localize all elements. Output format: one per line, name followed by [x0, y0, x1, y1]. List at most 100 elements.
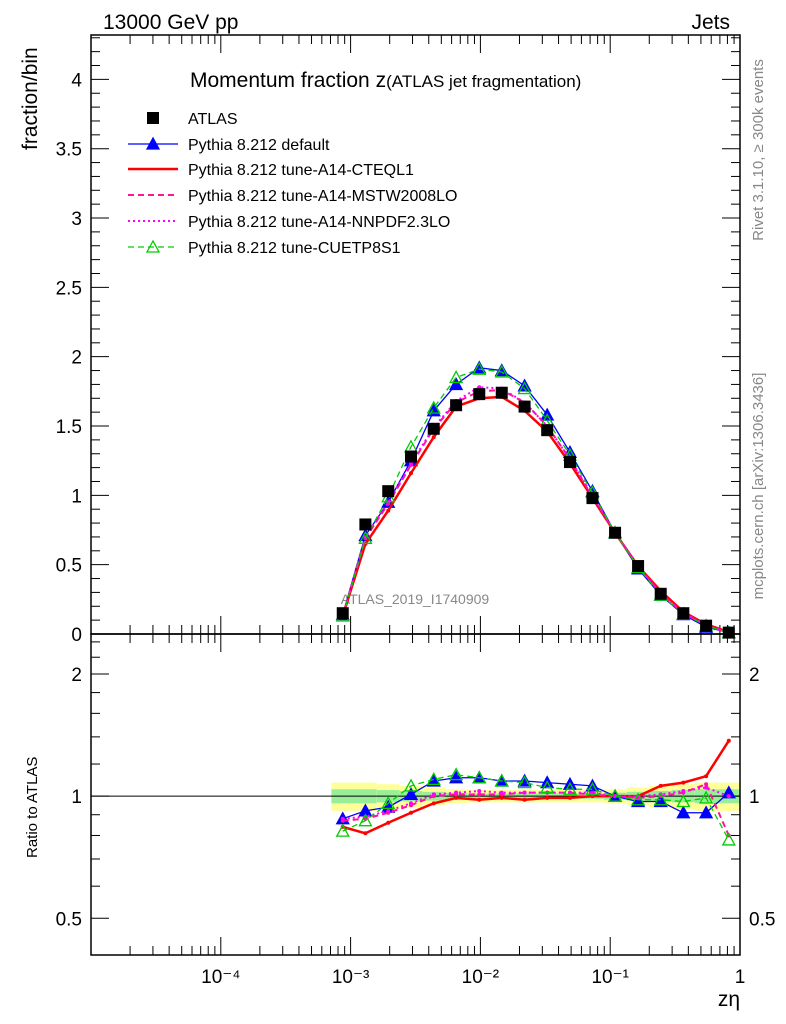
series-point-4	[494, 364, 509, 378]
x-tick-label: 10⁻²	[462, 967, 500, 988]
ratio-point-1	[658, 783, 663, 788]
ratio-point-0	[630, 794, 646, 808]
ratio-point-4	[403, 778, 419, 792]
x-axis-label: zη	[718, 988, 740, 1011]
ratio-point-4	[335, 823, 350, 837]
series-point-0	[494, 363, 509, 377]
y-axis-label: fraction/bin	[19, 47, 42, 150]
series-point-4	[358, 530, 373, 544]
ratio-line-3	[342, 786, 730, 820]
y-tick-label: 4	[71, 70, 82, 91]
ratio-tick-label-right: 0.5	[749, 909, 775, 930]
ratio-point-4	[540, 780, 555, 794]
legend-label-3: Pythia 8.212 tune-A14-NNPDF2.3LO	[188, 214, 450, 231]
ratio-point-3	[409, 801, 414, 806]
series-point-0	[449, 377, 464, 391]
ratio-point-3	[477, 788, 482, 793]
y-tick-label: 0	[71, 625, 82, 646]
ratio-point-1	[431, 801, 436, 806]
ratio-tick-label: 2	[71, 665, 82, 686]
y-tick-label: 1.5	[56, 417, 82, 438]
legend-label-0: Pythia 8.212 default	[188, 137, 330, 154]
series-line-3	[341, 386, 730, 634]
ratio-point-3	[681, 788, 686, 793]
ratio-point-3	[704, 785, 709, 790]
series-point-1	[431, 435, 436, 440]
x-tick-label: 10⁻¹	[591, 967, 629, 988]
atlas-data-point	[677, 607, 690, 620]
atlas-data-point	[382, 485, 395, 498]
ratio-point-4	[472, 770, 487, 784]
ratio-point-3	[431, 792, 436, 797]
ratio-point-4	[676, 794, 691, 808]
ratio-point-4	[653, 792, 668, 806]
ratio-line-1	[342, 740, 730, 835]
x-tick-label: 1	[735, 967, 746, 988]
ratio-point-1	[454, 795, 459, 800]
ratio-point-1	[409, 810, 414, 815]
ratio-y-axis-label: Ratio to ATLAS	[24, 757, 41, 858]
atlas-data-point	[495, 386, 508, 399]
ratio-point-2	[477, 792, 482, 797]
ratio-point-3	[522, 790, 527, 795]
atlas-data-point	[427, 422, 440, 435]
legend-label-2: Pythia 8.212 tune-A14-MSTW2008LO	[188, 188, 457, 205]
rivet-info: Rivet 3.1.10, ≥ 300k events	[750, 59, 767, 241]
legend-label-4: Pythia 8.212 tune-CUETP8S1	[188, 240, 401, 257]
ratio-tick-label-right: 2	[749, 665, 760, 686]
ratio-tick-label: 0.5	[56, 909, 82, 930]
ratio-point-0	[653, 794, 668, 808]
ratio-tick-label-right: 1	[749, 787, 760, 808]
atlas-data-point	[632, 560, 645, 573]
ratio-point-1	[567, 795, 572, 800]
series-point-4	[449, 370, 464, 384]
header-right: Jets	[691, 11, 730, 34]
series-point-4	[472, 361, 487, 375]
ratio-point-3	[613, 794, 618, 799]
ratio-tick-label: 1	[71, 787, 82, 808]
ratio-point-4	[358, 813, 373, 827]
y-tick-label: 3	[71, 209, 82, 230]
series-point-1	[409, 471, 414, 476]
ratio-point-3	[454, 790, 459, 795]
ratio-point-1	[477, 797, 482, 802]
ratio-point-2	[704, 782, 709, 787]
atlas-data-point	[563, 456, 576, 469]
ratio-point-3	[726, 794, 731, 799]
x-tick-label: 10⁻³	[332, 967, 370, 988]
atlas-data-point	[405, 450, 418, 463]
legend-marker-4	[145, 239, 161, 253]
ratio-point-0	[698, 805, 714, 819]
legend-marker-0	[145, 136, 161, 150]
ratio-point-1	[726, 738, 731, 743]
atlas-data-point	[609, 526, 622, 539]
atlas-data-point	[518, 400, 531, 413]
atlas-data-point	[722, 626, 735, 639]
ratio-point-3	[386, 808, 391, 813]
atlas-data-point	[359, 518, 372, 531]
atlas-data-point	[450, 399, 463, 412]
atlas-data-point	[654, 587, 667, 600]
series-point-4	[426, 400, 441, 414]
series-point-4	[403, 439, 419, 453]
y-tick-label: 0.5	[56, 556, 82, 577]
ratio-point-4	[607, 788, 623, 802]
ratio-plot-frame	[90, 633, 741, 956]
ratio-point-1	[363, 831, 368, 836]
series-point-1	[386, 508, 391, 513]
ratio-line-2	[342, 782, 730, 836]
legend-label-1: Pythia 8.212 tune-A14-CTEQL1	[188, 162, 414, 179]
ratio-point-1	[386, 820, 391, 825]
ratio-point-4	[721, 832, 736, 846]
ratio-point-4	[630, 792, 646, 806]
x-tick-label: 10⁻⁴	[201, 967, 240, 988]
ratio-point-4	[449, 767, 464, 781]
title-sub: (ATLAS jet fragmentation)	[386, 72, 581, 91]
ratio-point-4	[562, 781, 578, 795]
atlas-data-point	[586, 492, 599, 505]
atlas-data-point	[700, 619, 713, 632]
header-left: 13000 GeV pp	[103, 11, 238, 34]
atlas-data-point	[541, 424, 554, 437]
y-tick-label: 2.5	[56, 278, 82, 299]
atlas-data-point	[473, 388, 486, 401]
